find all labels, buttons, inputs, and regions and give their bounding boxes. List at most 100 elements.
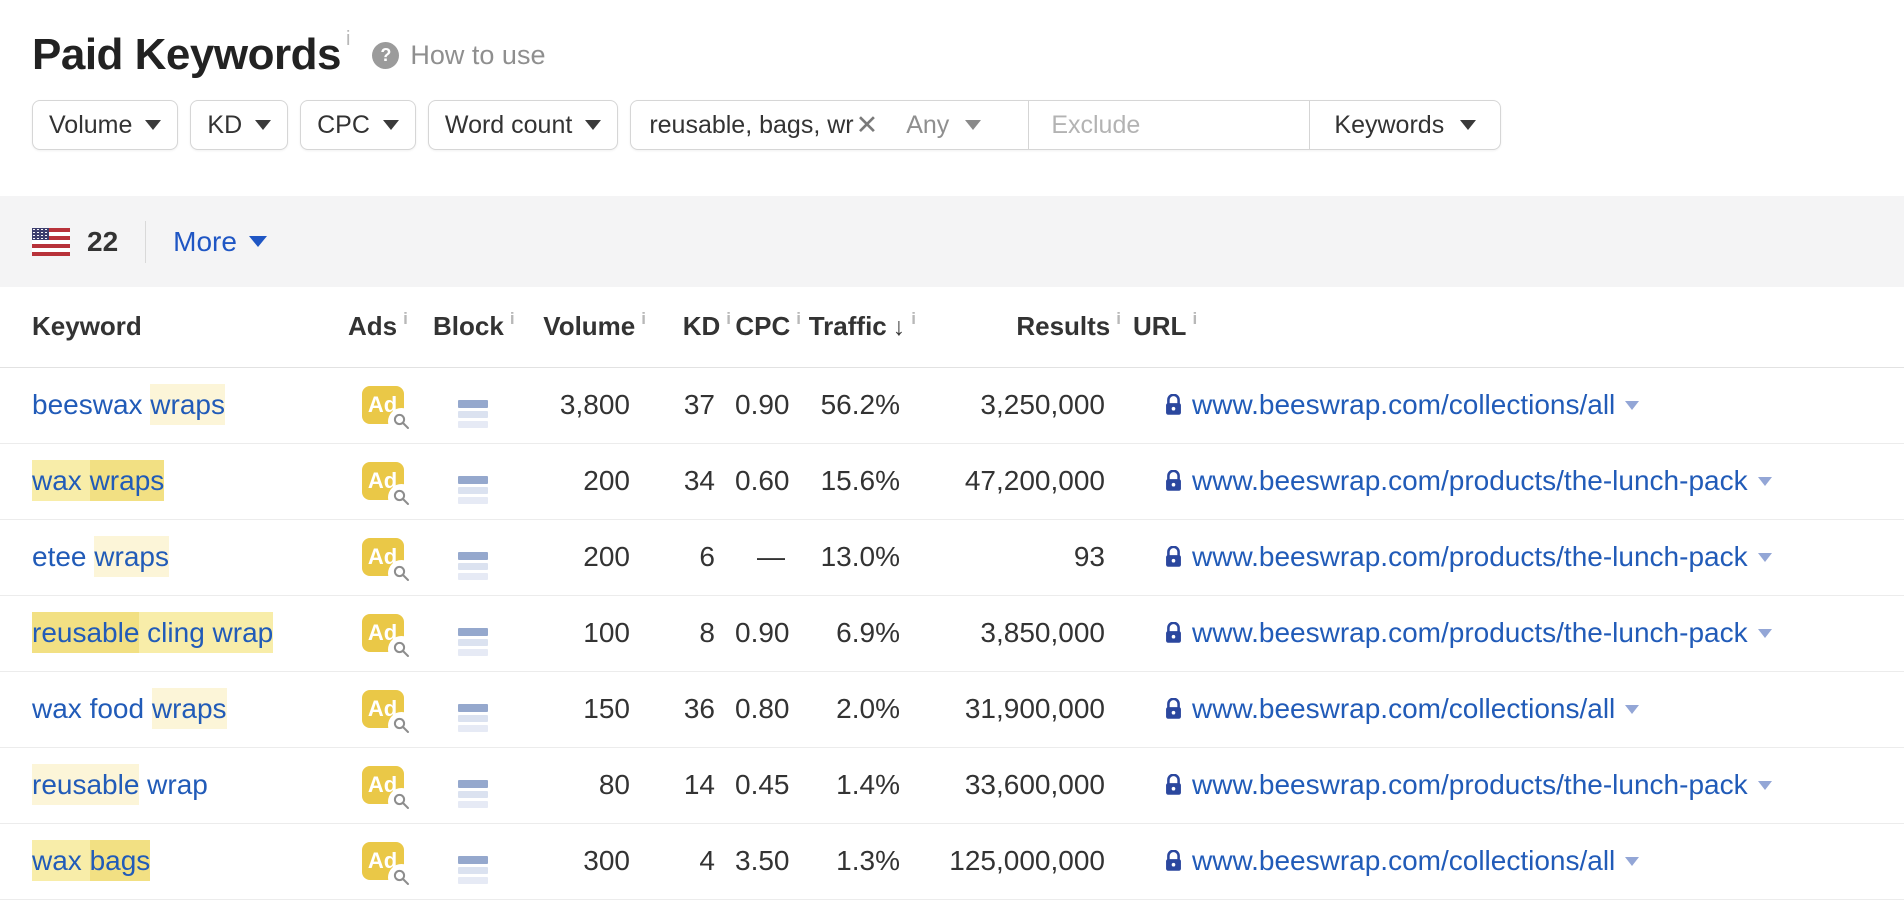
serp-block-icon[interactable]: [457, 779, 488, 808]
title-info-icon[interactable]: i: [345, 27, 351, 50]
col-header-cpc[interactable]: CPC i: [735, 309, 801, 342]
search-in-dropdown[interactable]: Keywords: [1310, 101, 1500, 149]
magnifier-icon[interactable]: [387, 712, 415, 739]
chevron-down-icon: [248, 236, 267, 247]
info-icon[interactable]: i: [726, 309, 731, 329]
volume-value: 3,800: [559, 389, 630, 420]
clear-include-icon[interactable]: ✕: [855, 109, 879, 140]
url-dropdown-icon[interactable]: [1757, 552, 1772, 562]
serp-block-icon[interactable]: [457, 399, 488, 428]
info-icon[interactable]: i: [403, 309, 408, 329]
info-icon[interactable]: i: [911, 309, 916, 329]
magnifier-icon[interactable]: [387, 560, 415, 587]
magnifier-icon[interactable]: [387, 788, 415, 815]
results-value: 125,000,000: [949, 845, 1105, 876]
page-header: Paid Keywords i ? How to use Volume KD C…: [0, 0, 1904, 150]
col-header-url[interactable]: URL i: [1133, 309, 1198, 342]
col-header-volume[interactable]: Volume i: [543, 309, 646, 342]
ad-badge[interactable]: Ad: [361, 614, 415, 663]
include-input[interactable]: reusable, bags, wr ✕ Any: [631, 101, 1028, 149]
volume-value: 300: [583, 845, 630, 876]
info-icon[interactable]: i: [1192, 309, 1198, 329]
url-dropdown-icon[interactable]: [1625, 856, 1640, 866]
table-row: wax wraps Ad 200 34 0.60 15.6% 47,200,00…: [0, 443, 1904, 519]
ad-badge[interactable]: Ad: [361, 766, 415, 815]
url-link[interactable]: www.beeswrap.com/collections/all: [1192, 693, 1616, 724]
traffic-value: 56.2%: [820, 389, 900, 420]
url-dropdown-icon[interactable]: [1757, 780, 1772, 790]
keyword-link[interactable]: beeswax wraps: [32, 384, 225, 425]
cpc-filter-button[interactable]: CPC: [300, 100, 416, 150]
ad-badge[interactable]: Ad: [361, 842, 415, 891]
kd-value: 6: [699, 541, 715, 572]
exclude-input[interactable]: [1049, 109, 1300, 141]
url-link[interactable]: www.beeswrap.com/products/the-lunch-pack: [1192, 617, 1748, 648]
cpc-value: 3.50: [735, 845, 790, 876]
url-dropdown-icon[interactable]: [1757, 628, 1772, 638]
chevron-down-icon: [585, 120, 602, 130]
col-header-results[interactable]: Results i: [1016, 309, 1121, 342]
traffic-value: 2.0%: [836, 693, 900, 724]
magnifier-icon[interactable]: [387, 408, 415, 435]
serp-block-icon[interactable]: [457, 627, 488, 656]
volume-filter-button[interactable]: Volume: [32, 100, 179, 150]
url-dropdown-icon[interactable]: [1757, 476, 1772, 486]
table-row: reusable wrap Ad 80 14 0.45 1.4% 33,600,…: [0, 747, 1904, 823]
keyword-link[interactable]: reusable cling wrap: [32, 612, 274, 653]
info-icon[interactable]: i: [509, 309, 515, 329]
url-link[interactable]: www.beeswrap.com/collections/all: [1192, 845, 1616, 876]
url-link[interactable]: www.beeswrap.com/products/the-lunch-pack: [1192, 769, 1748, 800]
divider: [1309, 101, 1311, 149]
ad-badge[interactable]: Ad: [361, 538, 415, 587]
col-header-ads[interactable]: Ads i: [348, 309, 408, 342]
magnifier-icon[interactable]: [387, 484, 415, 511]
serp-block-icon[interactable]: [457, 551, 488, 580]
keyword-link[interactable]: wax wraps: [32, 460, 165, 501]
url-link[interactable]: www.beeswrap.com/products/the-lunch-pack: [1192, 465, 1748, 496]
chevron-down-icon: [382, 120, 399, 130]
how-to-use-link[interactable]: ? How to use: [372, 40, 545, 71]
col-header-keyword[interactable]: Keyword: [32, 311, 142, 342]
chevron-down-icon: [1460, 120, 1477, 130]
keyword-link[interactable]: reusable wrap: [32, 764, 208, 805]
serp-block-icon[interactable]: [457, 855, 488, 884]
keyword-link[interactable]: wax bags: [32, 840, 151, 881]
traffic-value: 6.9%: [836, 617, 900, 648]
info-icon[interactable]: i: [641, 309, 646, 329]
volume-value: 200: [583, 465, 630, 496]
info-icon[interactable]: i: [1116, 309, 1121, 329]
col-header-block[interactable]: Block i: [433, 309, 515, 342]
traffic-value: 13.0%: [820, 541, 900, 572]
url-link[interactable]: www.beeswrap.com/products/the-lunch-pack: [1192, 541, 1748, 572]
ad-badge[interactable]: Ad: [361, 462, 415, 511]
magnifier-icon[interactable]: [387, 864, 415, 891]
how-to-use-label: How to use: [410, 39, 546, 70]
paid-keywords-table: Keyword Ads i Block i Volume i KD i CPC i Traffic ↓ i…: [0, 287, 1904, 900]
volume-value: 150: [583, 693, 630, 724]
keyword-link[interactable]: wax food wraps: [32, 688, 227, 729]
cpc-value: 0.80: [735, 693, 790, 724]
serp-block-icon[interactable]: [457, 475, 488, 504]
table-row: wax bags Ad 300 4 3.50 1.3% 125,000,000: [0, 823, 1904, 899]
url-dropdown-icon[interactable]: [1625, 400, 1640, 410]
keyword-link[interactable]: etee wraps: [32, 536, 169, 577]
kd-filter-label: KD: [207, 110, 243, 139]
table-row: etee wraps Ad 200 6 — 13.0% 93: [0, 519, 1904, 595]
cpc-value: 0.90: [735, 389, 790, 420]
magnifier-icon[interactable]: [387, 636, 415, 663]
word-count-filter-button[interactable]: Word count: [427, 100, 619, 150]
ad-badge[interactable]: Ad: [361, 386, 415, 435]
info-icon[interactable]: i: [796, 309, 801, 329]
ad-badge[interactable]: Ad: [361, 690, 415, 739]
chevron-down-icon: [145, 120, 162, 130]
col-header-traffic[interactable]: Traffic ↓ i: [808, 309, 916, 342]
url-dropdown-icon[interactable]: [1625, 704, 1640, 714]
url-link[interactable]: www.beeswrap.com/collections/all: [1192, 389, 1616, 420]
match-mode-dropdown[interactable]: Any: [906, 111, 982, 140]
kd-filter-button[interactable]: KD: [190, 100, 289, 150]
table-header-row: Keyword Ads i Block i Volume i KD i CPC i Traffic ↓ i…: [0, 287, 1904, 367]
volume-value: 80: [598, 769, 630, 800]
serp-block-icon[interactable]: [457, 703, 488, 732]
more-dropdown[interactable]: More: [173, 226, 267, 258]
col-header-kd[interactable]: KD i: [682, 309, 731, 342]
